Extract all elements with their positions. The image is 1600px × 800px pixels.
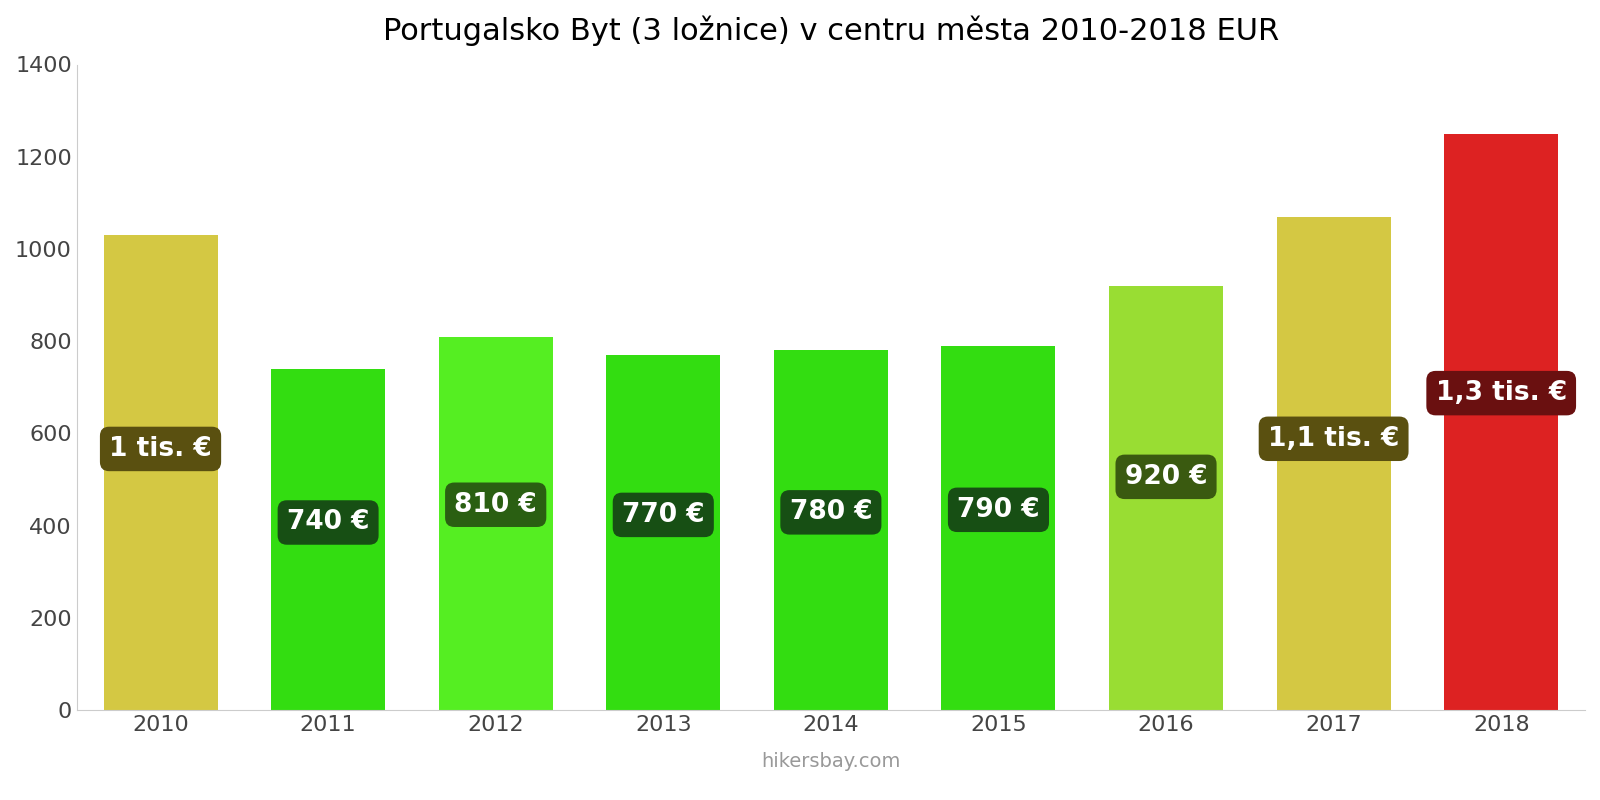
Bar [104, 235, 218, 710]
Bar [438, 337, 552, 710]
Text: 740 €: 740 € [286, 510, 370, 535]
Bar [270, 369, 386, 710]
Text: 1,1 tis. €: 1,1 tis. € [1267, 426, 1400, 452]
Bar [606, 355, 720, 710]
Text: 920 €: 920 € [1125, 464, 1208, 490]
Text: 810 €: 810 € [454, 492, 538, 518]
Bar [774, 350, 888, 710]
Bar [1445, 134, 1558, 710]
Text: 780 €: 780 € [789, 499, 872, 526]
Text: 770 €: 770 € [622, 502, 704, 528]
Text: 1 tis. €: 1 tis. € [109, 436, 211, 462]
Text: 790 €: 790 € [957, 497, 1040, 523]
Bar [941, 346, 1056, 710]
Text: 1,3 tis. €: 1,3 tis. € [1435, 380, 1566, 406]
Bar [1109, 286, 1222, 710]
Bar [1277, 217, 1390, 710]
Title: Portugalsko Byt (3 ložnice) v centru města 2010-2018 EUR: Portugalsko Byt (3 ložnice) v centru měs… [382, 15, 1278, 46]
Text: hikersbay.com: hikersbay.com [762, 752, 901, 771]
